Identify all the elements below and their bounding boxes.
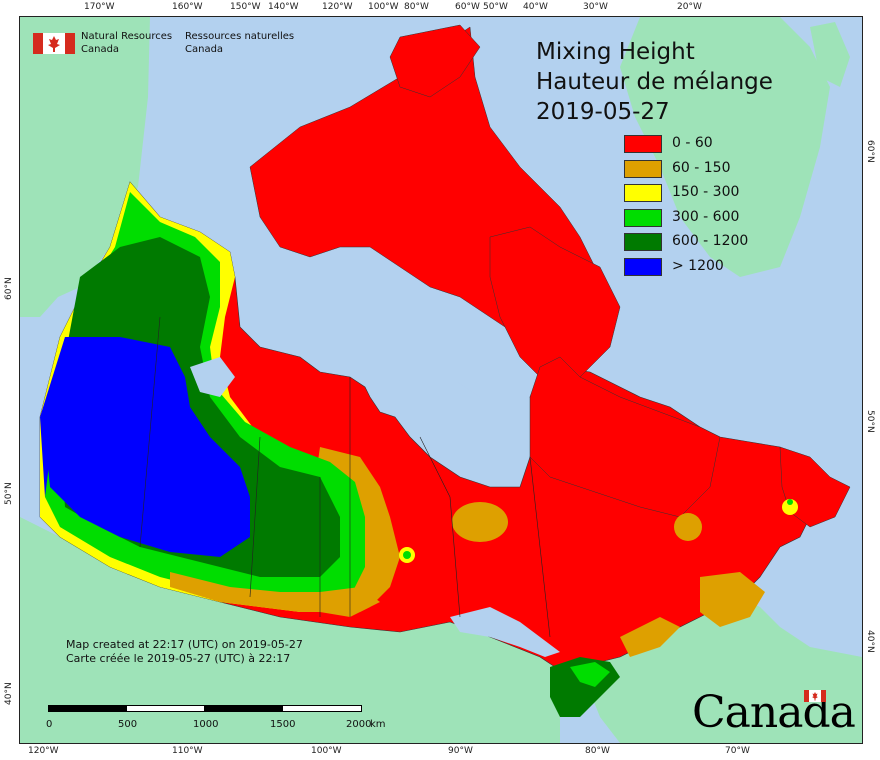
- usa-land: [20, 517, 580, 743]
- legend-label: 300 - 600: [672, 208, 740, 225]
- agency-fr-line2: Canada: [185, 44, 224, 55]
- quebec-orange-patch: [452, 502, 508, 542]
- great-lakes: [450, 607, 560, 657]
- graticule-label: 80°W: [404, 2, 429, 12]
- graticule-label: 170°W: [84, 2, 115, 12]
- great-bear-lake: [190, 357, 235, 397]
- greenland-north: [810, 22, 850, 87]
- scale-label: 500: [118, 719, 138, 730]
- map-title: Mixing Height Hauteur de mélange 2019-05…: [536, 37, 773, 127]
- agency-fr-line1: Ressources naturelles: [185, 31, 295, 42]
- scale-bar: 0 500 1000 1500 2000 km: [46, 705, 386, 735]
- graticule-label: 140°W: [268, 2, 299, 12]
- wordmark-flag-icon: [804, 690, 826, 702]
- province-borders: [139, 316, 551, 638]
- nfld-green: [787, 499, 793, 505]
- credit-fr: Carte créée le 2019-05-27 (UTC) à 22:17: [66, 652, 291, 665]
- agency-name-en: Natural Resources Canada: [81, 30, 191, 56]
- scale-segment: [204, 705, 284, 712]
- credit-en: Map created at 22:17 (UTC) on 2019-05-27: [66, 638, 303, 651]
- graticule-label: 120°W: [28, 746, 59, 756]
- legend-swatch: [624, 208, 662, 227]
- graticule-label: 100°W: [368, 2, 399, 12]
- maritimes-orange: [700, 572, 765, 627]
- scale-segment: [48, 705, 128, 712]
- graticule-label: 60°N: [4, 277, 14, 300]
- title-fr: Hauteur de mélange: [536, 69, 773, 95]
- stlawrence-orange: [620, 617, 680, 657]
- agency-en-line1: Natural Resources: [81, 31, 173, 42]
- nfld-yellow: [782, 499, 798, 515]
- scale-label: 1500: [270, 719, 296, 730]
- legend-label: 600 - 1200: [672, 233, 749, 249]
- scale-label: 2000: [346, 719, 372, 730]
- prairie-border-belt: [170, 572, 380, 612]
- map-date: 2019-05-27: [536, 99, 670, 125]
- agency-name-fr: Ressources naturelles Canada: [185, 30, 325, 56]
- graticule-label: 60°W: [455, 2, 480, 12]
- legend-swatch: [624, 257, 662, 276]
- graticule-label: 40°W: [523, 2, 548, 12]
- map-frame: Natural Resources Canada Ressources natu…: [19, 16, 863, 744]
- graticule-label: 40°N: [865, 630, 875, 653]
- legend-swatch: [624, 233, 662, 251]
- graticule-label: 20°W: [677, 2, 702, 12]
- quebec-orange-patch-2: [674, 513, 702, 541]
- labrador: [529, 356, 721, 518]
- graticule-label: 160°W: [172, 2, 203, 12]
- graticule-label: 70°W: [725, 746, 750, 756]
- mixing-height-map: [20, 17, 862, 743]
- scale-segment: [282, 705, 362, 712]
- ellesmere-island: [389, 24, 481, 98]
- graticule-label: 90°W: [448, 746, 473, 756]
- graticule-label: 30°W: [583, 2, 608, 12]
- graticule-label: 110°W: [172, 746, 203, 756]
- legend-swatch: [624, 135, 662, 153]
- legend-swatch: [624, 159, 662, 178]
- hudson-bay: [395, 367, 510, 477]
- usa-east: [580, 597, 862, 743]
- title-en: Mixing Height: [536, 39, 695, 65]
- scale-label: 1000: [193, 719, 219, 730]
- graticule-label: 80°W: [585, 746, 610, 756]
- graticule-label: 150°W: [230, 2, 261, 12]
- scale-unit: km: [370, 719, 386, 730]
- graticule-label: 50°W: [483, 2, 508, 12]
- bc-coast-blue: [40, 337, 65, 497]
- graticule-label: 50°N: [4, 482, 14, 505]
- legend-label: 0 - 60: [672, 135, 713, 151]
- baffin-island: [489, 226, 621, 378]
- scale-segment: [126, 705, 206, 712]
- map-credit: Map created at 22:17 (UTC) on 2019-05-27…: [66, 638, 303, 666]
- ontario-green-spot: [403, 551, 411, 559]
- ontario-south-light: [570, 662, 610, 687]
- graticule-label: 50°N: [865, 410, 875, 433]
- scale-label: 0: [46, 719, 53, 730]
- graticule-label: 60°N: [865, 140, 875, 163]
- graticule-label: 40°N: [4, 682, 14, 705]
- agency-en-line2: Canada: [81, 44, 120, 55]
- greenland-land: [620, 17, 830, 277]
- canada-wordmark: Canada: [692, 687, 856, 738]
- legend-label: 60 - 150: [672, 159, 731, 176]
- west-blue-zone: [45, 337, 250, 557]
- canada-flag-icon: [33, 33, 75, 54]
- legend-swatch: [624, 184, 662, 202]
- legend-label: > 1200: [672, 257, 724, 274]
- graticule-label: 100°W: [311, 746, 342, 756]
- alaska-land: [20, 17, 150, 317]
- legend-label: 150 - 300: [672, 184, 740, 200]
- graticule-label: 120°W: [322, 2, 353, 12]
